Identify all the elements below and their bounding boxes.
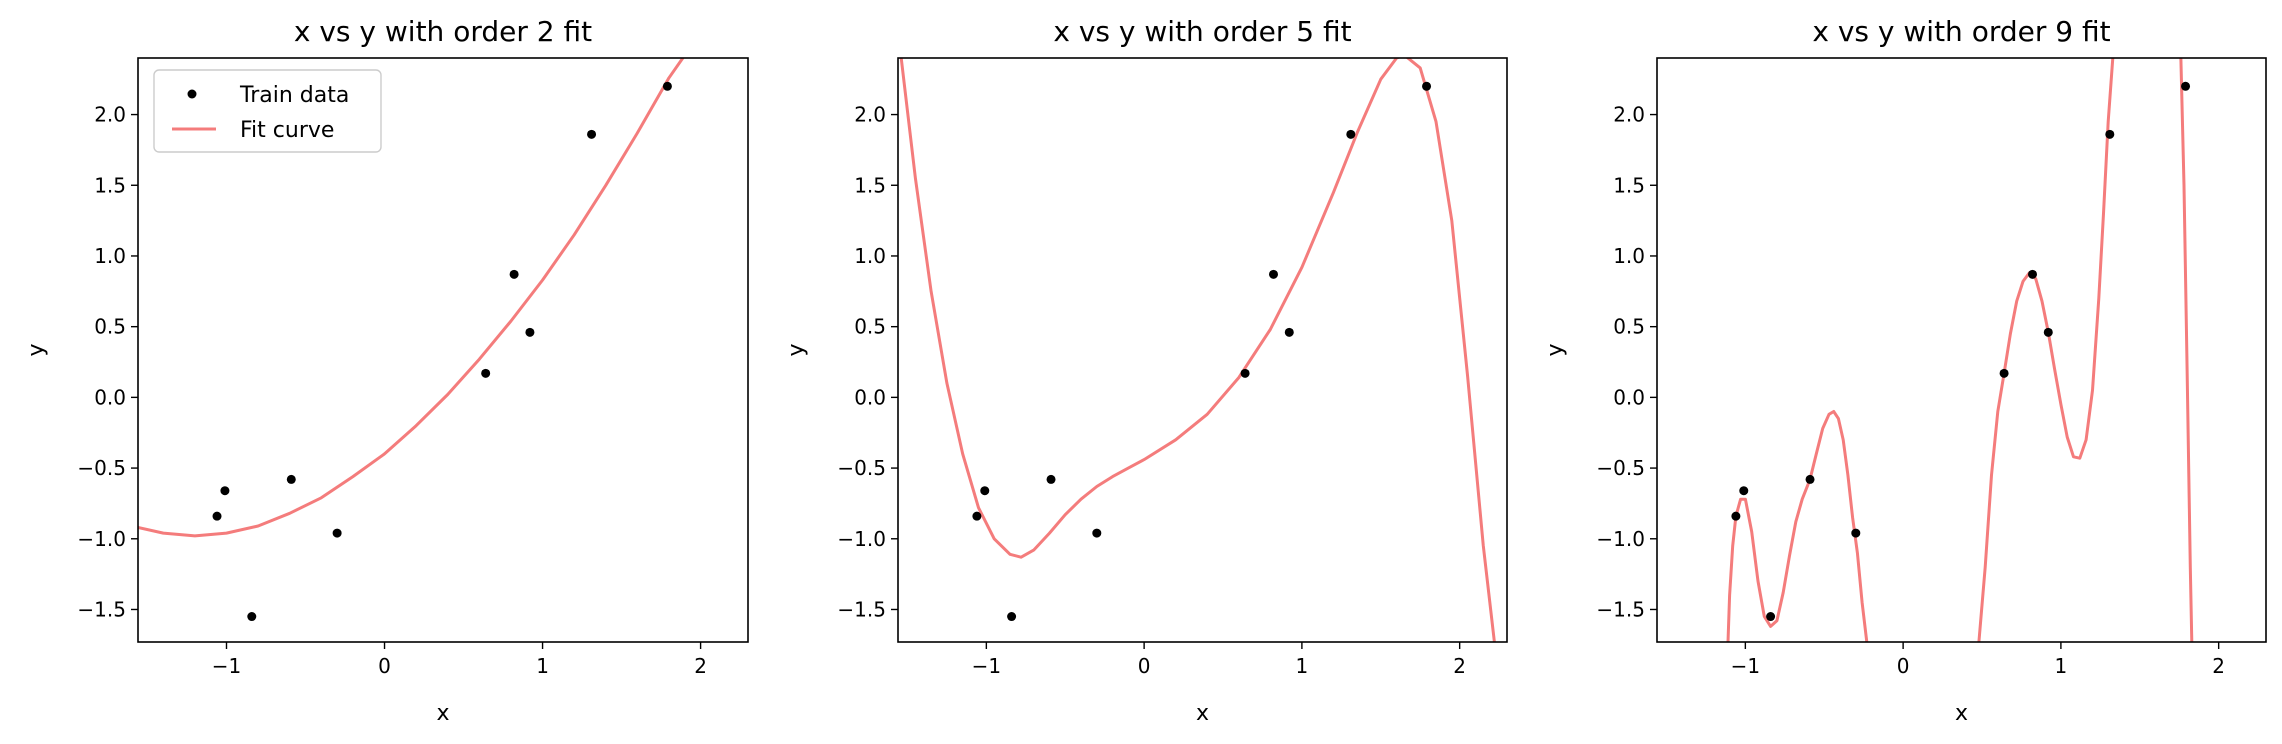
chart-2-train-point-5	[1092, 528, 1102, 538]
chart-1-train-point-6	[481, 368, 491, 378]
chart-1-train-point-1	[212, 511, 222, 521]
chart-1-legend-label-train: Train data	[239, 83, 349, 108]
chart-2-train-point-8	[1284, 327, 1294, 337]
chart-3-axes-frame	[1656, 57, 2267, 643]
chart-2-ytick-label-7: 1.5	[854, 173, 886, 197]
chart-1-xtick-label-1: −1	[212, 654, 241, 678]
chart-2-train-point-7	[1268, 269, 1278, 279]
chart-1-ytick-label-8: 2.0	[94, 103, 126, 127]
chart-3-ytick-label-3: −0.5	[1596, 456, 1645, 480]
chart-1-ytick-label-6: 1.0	[94, 244, 126, 268]
chart-1-xtick-label-4: 2	[694, 654, 707, 678]
chart-2-train-point-1	[972, 511, 982, 521]
chart-1-train-point-10	[662, 81, 672, 91]
chart-3-panel: −1 0 1 2 −1.5 −1.0 −0.5 0.0 0.5 1.0 1.5 2.0 x vs y w…	[1543, 15, 2267, 726]
chart-2-xtick-label-4: 2	[1453, 654, 1466, 678]
chart-2-ytick-label-4: 0.0	[854, 385, 886, 409]
chart-2-xtick-label-2: 0	[1138, 654, 1151, 678]
chart-2-fit-curve-segment-1	[899, 58, 1496, 642]
chart-1-train-point-8	[525, 327, 535, 337]
chart-2-train-point-10	[1422, 81, 1432, 91]
chart-2-xtick-label-1: −1	[972, 654, 1001, 678]
chart-3-ylabel: y	[1543, 343, 1568, 356]
chart-3-xtick-label-2: 0	[1897, 654, 1910, 678]
chart-2-axes-frame	[897, 57, 1508, 643]
chart-2-title: x vs y with order 5 fit	[1053, 15, 1351, 48]
chart-3-title: x vs y with order 9 fit	[1812, 15, 2110, 48]
chart-1-train-point-4	[286, 474, 296, 484]
chart-2-train-point-4	[1046, 474, 1056, 484]
chart-1-train-point-3	[247, 612, 257, 622]
chart-1-xlabel: x	[436, 701, 449, 726]
chart-3-train-point-1	[1731, 511, 1741, 521]
chart-3-xtick-label-4: 2	[2212, 654, 2225, 678]
chart-1-legend-marker-train	[187, 89, 197, 99]
chart-1-fit-curve-segment-1	[138, 58, 685, 538]
chart-1-title: x vs y with order 2 fit	[294, 15, 592, 48]
chart-3-ytick-label-8: 2.0	[1613, 103, 1645, 127]
chart-2-train-point-9	[1346, 129, 1356, 139]
chart-3-xtick-label-1: −1	[1731, 654, 1760, 678]
chart-3-ytick-label-4: 0.0	[1613, 385, 1645, 409]
chart-3-ytick-label-2: −1.0	[1596, 527, 1645, 551]
chart-1-ylabel: y	[24, 343, 49, 356]
chart-3-train-point-2	[1739, 486, 1749, 496]
chart-1-ytick-label-3: −0.5	[77, 456, 126, 480]
chart-3-ytick-label-7: 1.5	[1613, 173, 1645, 197]
chart-2-xlabel: x	[1196, 701, 1209, 726]
chart-1-ytick-label-4: 0.0	[94, 385, 126, 409]
chart-3-train-point-3	[1766, 612, 1776, 622]
chart-1-legend-label-fit: Fit curve	[240, 118, 334, 143]
chart-2-ytick-label-6: 1.0	[854, 244, 886, 268]
chart-3-train-point-7	[2027, 269, 2037, 279]
chart-1-ytick-label-5: 0.5	[94, 315, 126, 339]
chart-1-legend-box	[153, 69, 382, 153]
chart-3-ytick-label-5: 0.5	[1613, 315, 1645, 339]
chart-2-ytick-label-3: −0.5	[837, 456, 886, 480]
chart-1-train-point-9	[587, 129, 597, 139]
chart-1-train-point-5	[332, 528, 342, 538]
chart-1-xtick-label-2: 0	[378, 654, 391, 678]
chart-3-train-point-10	[2181, 81, 2191, 91]
chart-1-ytick-label-2: −1.0	[77, 527, 126, 551]
chart-3-xtick-label-3: 1	[2055, 654, 2068, 678]
chart-2-ytick-label-2: −1.0	[837, 527, 886, 551]
chart-1-train-point-2	[220, 486, 230, 496]
chart-3-fit-curve-segment-3	[2179, 58, 2194, 642]
chart-3-train-point-6	[1999, 368, 2009, 378]
chart-3-train-point-9	[2105, 129, 2115, 139]
chart-2-train-point-6	[1240, 368, 1250, 378]
chart-2-xtick-label-3: 1	[1296, 654, 1309, 678]
chart-3-train-point-4	[1805, 474, 1815, 484]
chart-2-ylabel: y	[784, 343, 809, 356]
chart-2-ytick-label-1: −1.5	[837, 597, 886, 621]
chart-1-axes-frame	[137, 57, 749, 643]
chart-2-ytick-label-8: 2.0	[854, 103, 886, 127]
chart-1-ytick-label-7: 1.5	[94, 173, 126, 197]
chart-3-ytick-label-6: 1.0	[1613, 244, 1645, 268]
chart-3-fit-curve-segment-2	[1977, 58, 2115, 642]
chart-1-legend: Train data Fit curve	[153, 69, 382, 153]
chart-1-train-point-7	[509, 269, 519, 279]
chart-3-fit-curve-segment-1	[1726, 410, 1869, 642]
chart-1-ytick-label-1: −1.5	[77, 597, 126, 621]
chart-2-ytick-label-5: 0.5	[854, 315, 886, 339]
chart-2-train-point-2	[980, 486, 990, 496]
chart-1-panel: −1 0 1 2 −1.5 −1.0 −0.5 0.0 0.5 1.0 1.5 2.0 x vs y w…	[24, 15, 749, 726]
chart-1-xtick-label-3: 1	[536, 654, 549, 678]
chart-2-panel: −1 0 1 2 −1.5 −1.0 −0.5 0.0 0.5 1.0 1.5 2.0 x vs y w…	[784, 15, 1508, 726]
chart-3-xlabel: x	[1955, 701, 1968, 726]
chart-3-ytick-label-1: −1.5	[1596, 597, 1645, 621]
chart-3-train-point-8	[2043, 327, 2053, 337]
chart-2-train-point-3	[1007, 612, 1017, 622]
chart-3-train-point-5	[1851, 528, 1861, 538]
